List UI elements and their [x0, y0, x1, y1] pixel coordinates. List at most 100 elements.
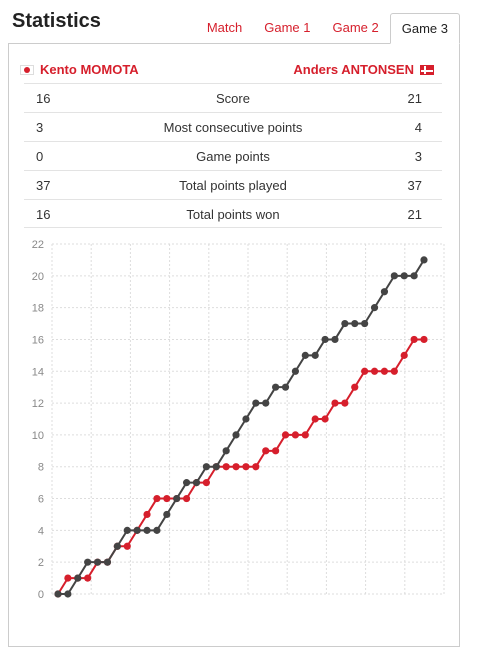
data-point: [361, 367, 369, 375]
table-row: 16 Score 21: [24, 83, 442, 112]
y-tick-label: 18: [32, 303, 44, 315]
stat-label: Most consecutive points: [163, 120, 303, 135]
tab-bar: Match Game 1 Game 2 Game 3: [196, 13, 460, 44]
y-tick-label: 2: [38, 557, 44, 569]
data-point: [163, 494, 171, 503]
stat-right-value: 4: [414, 120, 422, 135]
stat-label: Total points played: [179, 178, 287, 193]
data-point: [93, 558, 102, 566]
data-point: [182, 494, 191, 503]
data-point: [380, 288, 389, 296]
stats-table: 16 Score 21 3 Most consecutive points 4 …: [24, 83, 442, 228]
data-point: [321, 335, 329, 344]
data-point: [341, 319, 349, 328]
stat-right-value: 21: [407, 207, 422, 222]
data-point: [331, 335, 339, 344]
data-point: [202, 479, 210, 487]
stat-label: Total points won: [186, 207, 280, 222]
data-point: [163, 510, 171, 519]
data-point: [153, 494, 161, 503]
stat-right-value: 37: [407, 178, 422, 193]
players-header: Kento MOMOTA Anders ANTONSEN: [20, 62, 434, 82]
data-point: [74, 574, 82, 582]
player-right: Anders ANTONSEN: [293, 62, 434, 77]
statistics-panel: [8, 43, 460, 647]
table-row: 16 Total points won 21: [24, 199, 442, 228]
data-point: [410, 272, 418, 280]
data-point: [252, 399, 260, 407]
data-point: [123, 526, 131, 534]
y-tick-label: 14: [32, 366, 44, 378]
data-point: [311, 415, 319, 423]
y-tick-label: 6: [38, 494, 44, 506]
data-point: [410, 335, 418, 344]
data-point: [341, 399, 349, 407]
series-line-right-player: [58, 259, 425, 595]
player-left: Kento MOMOTA: [20, 62, 139, 77]
stat-left-value: 16: [36, 207, 51, 222]
denmark-flag-icon: [420, 64, 434, 75]
data-point: [202, 463, 210, 471]
data-point: [103, 558, 112, 566]
data-point: [390, 272, 398, 280]
stat-right-value: 21: [407, 91, 422, 106]
data-point: [420, 256, 428, 264]
table-row: 3 Most consecutive points 4: [24, 112, 442, 141]
data-point: [143, 510, 151, 519]
data-point: [420, 335, 428, 344]
data-point: [311, 351, 319, 359]
tab-game-1[interactable]: Game 1: [264, 20, 311, 35]
tab-match[interactable]: Match: [206, 20, 243, 35]
data-point: [281, 383, 290, 391]
data-point: [242, 463, 250, 471]
score-progression-chart: 0 2 4 6 8 10 12 14 16 18 20 22: [32, 239, 445, 601]
stat-label: Game points: [196, 149, 270, 164]
data-point: [321, 415, 329, 423]
player-left-name: Kento MOMOTA: [40, 62, 139, 77]
data-point: [173, 494, 181, 503]
data-point: [232, 463, 240, 471]
stat-left-value: 16: [36, 91, 51, 106]
data-point: [291, 431, 300, 439]
data-point: [291, 367, 300, 375]
page-title: Statistics: [12, 10, 101, 32]
data-point: [222, 447, 230, 455]
y-tick-label: 10: [32, 430, 44, 442]
data-point: [222, 463, 230, 471]
player-right-name: Anders ANTONSEN: [293, 62, 414, 77]
data-point: [351, 319, 359, 328]
y-tick-label: 16: [32, 334, 44, 346]
data-point: [370, 367, 379, 375]
data-point: [153, 526, 161, 534]
data-point: [380, 367, 389, 375]
data-point: [272, 447, 280, 455]
data-point: [212, 463, 220, 471]
stat-left-value: 3: [36, 120, 44, 135]
data-point: [370, 304, 379, 312]
data-point: [301, 431, 309, 439]
data-point: [262, 399, 270, 407]
data-point: [64, 590, 72, 598]
stat-label: Score: [216, 91, 250, 106]
stat-left-value: 0: [36, 149, 44, 164]
data-point: [123, 542, 131, 550]
data-point: [84, 558, 92, 566]
y-tick-label: 0: [38, 589, 44, 601]
data-point: [390, 367, 398, 375]
data-point: [272, 383, 280, 391]
data-point: [262, 447, 270, 455]
y-tick-label: 12: [32, 398, 44, 410]
header: Statistics Match Game 1 Game 2 Game 3: [0, 0, 478, 44]
data-point: [84, 574, 92, 582]
stat-left-value: 37: [36, 178, 51, 193]
data-point: [54, 590, 62, 598]
data-point: [301, 351, 309, 359]
data-point: [143, 526, 151, 534]
y-tick-label: 8: [38, 462, 44, 474]
data-point: [232, 431, 240, 439]
tab-game-2[interactable]: Game 2: [332, 20, 379, 35]
y-tick-label: 4: [38, 525, 44, 537]
tab-game-3[interactable]: Game 3: [389, 13, 460, 44]
data-point: [182, 479, 191, 487]
data-point: [361, 319, 369, 328]
